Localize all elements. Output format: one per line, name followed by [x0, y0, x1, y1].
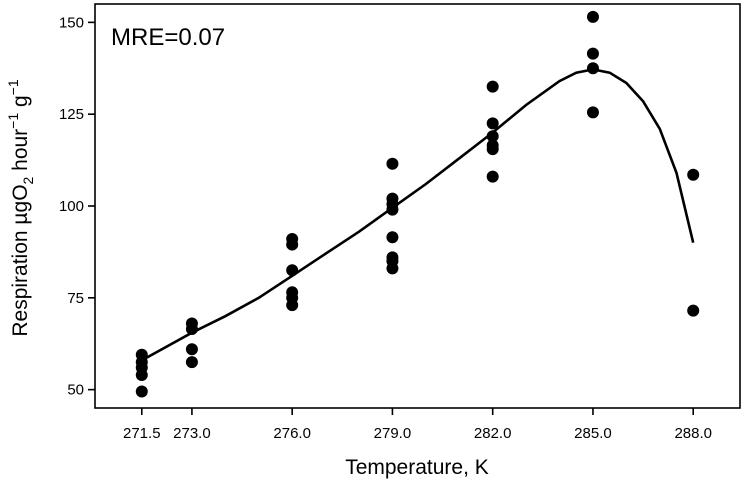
- x-tick-label: 276.0: [273, 425, 311, 442]
- x-tick-label: 282.0: [474, 425, 512, 442]
- data-point: [386, 157, 399, 170]
- data-point: [586, 10, 599, 23]
- y-tick-label: 50: [67, 382, 84, 399]
- x-axis-title: Temperature, K: [345, 456, 489, 479]
- y-tick-label: 100: [59, 198, 84, 215]
- data-point: [687, 168, 700, 181]
- y-tick-label: 125: [59, 106, 84, 123]
- x-tick-label: 273.0: [173, 425, 211, 442]
- data-point: [486, 143, 499, 156]
- x-tick-label: 271.5: [123, 425, 161, 442]
- data-point: [185, 356, 198, 369]
- data-point: [286, 299, 299, 312]
- y-tick-label: 75: [67, 290, 84, 307]
- data-point: [586, 47, 599, 60]
- fit-curve: [141, 68, 695, 362]
- data-point: [687, 304, 700, 317]
- data-point: [486, 117, 499, 130]
- data-point: [386, 231, 399, 244]
- data-point: [586, 106, 599, 119]
- y-tick-label: 150: [59, 14, 84, 31]
- x-tick-label: 288.0: [674, 425, 712, 442]
- data-point: [486, 130, 499, 143]
- data-point: [185, 323, 198, 336]
- y-axis-title-main: Respiration µgO: [9, 184, 32, 336]
- x-tick-label: 279.0: [374, 425, 412, 442]
- y-axis: 50 75 100 125 150: [59, 14, 95, 399]
- data-points: [135, 10, 700, 398]
- y-axis-title-tail: g: [9, 95, 32, 113]
- x-tick-label: 285.0: [574, 425, 612, 442]
- data-point: [486, 170, 499, 183]
- mre-annotation: MRE=0.07: [111, 24, 225, 51]
- y-axis-title-sub: 2: [20, 176, 36, 184]
- x-axis: 271.5 273.0 276.0 279.0 282.0 285.0 288.0: [123, 408, 712, 442]
- data-point: [486, 80, 499, 93]
- y-axis-title-sup1: −1: [5, 113, 21, 129]
- data-point: [286, 238, 299, 251]
- data-point: [185, 343, 198, 356]
- data-point: [135, 385, 148, 398]
- data-point: [286, 264, 299, 277]
- y-axis-title-mid: hour: [9, 129, 32, 177]
- data-point: [135, 368, 148, 381]
- y-axis-title-sup2: −1: [5, 79, 21, 95]
- data-point: [586, 62, 599, 75]
- y-axis-title: Respiration µgO2 hour−1 g−1: [5, 79, 36, 337]
- data-point: [386, 262, 399, 275]
- data-point: [386, 203, 399, 216]
